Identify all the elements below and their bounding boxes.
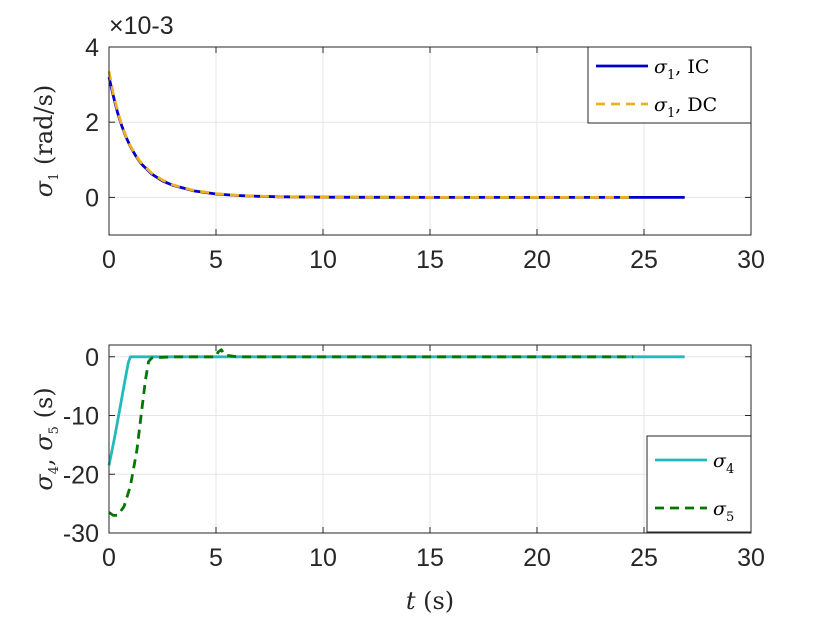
y-axis-label: σ1 (rad/s)	[30, 85, 62, 198]
x-axis-label: t (s)	[406, 587, 454, 615]
series-line-2	[108, 348, 634, 517]
x-tick-label: 15	[416, 544, 444, 572]
y-tick-label: 2	[85, 109, 99, 137]
label-subscript: 5	[47, 426, 62, 434]
y-scale-exponent: ×10-3	[109, 12, 174, 40]
label-suffix: , IC	[675, 56, 709, 78]
x-tick-label: 25	[630, 246, 658, 274]
label-subscript: 4	[47, 466, 62, 474]
x-tick-label: 10	[309, 544, 337, 572]
y-axis-label: σ4, σ5 (s)	[30, 387, 62, 490]
x-tick-label: 25	[630, 544, 658, 572]
label-separator: ,	[30, 451, 58, 466]
label-symbol: σ	[713, 498, 727, 520]
y-tick-label: 0	[85, 344, 99, 372]
label-suffix: , DC	[675, 94, 717, 116]
label-symbol: t	[406, 587, 416, 615]
legend-label-1: σ1, IC	[654, 56, 709, 83]
label-subscript: 1	[667, 106, 675, 121]
x-tick-label: 30	[737, 544, 765, 572]
label-symbol: σ	[30, 180, 58, 197]
y-tick-label: 4	[85, 34, 99, 62]
label-subscript: 4	[726, 462, 734, 477]
label-unit: (s)	[415, 587, 454, 615]
label-unit: (s)	[30, 387, 58, 426]
series-line-2	[107, 71, 634, 199]
label-symbol: σ	[30, 474, 58, 491]
x-tick-label: 5	[209, 544, 223, 572]
label-symbol: σ	[713, 450, 727, 472]
label-subscript: 5	[726, 510, 734, 525]
x-tick-label: 20	[523, 544, 551, 572]
x-tick-label: 0	[102, 246, 116, 274]
label-symbol: σ	[30, 434, 58, 451]
legend-box	[646, 435, 752, 533]
legend-label-1: σ4	[713, 450, 734, 477]
y-tick-label: 0	[85, 184, 99, 212]
y-tick-label: -10	[63, 403, 99, 431]
y-tick-label: -20	[63, 461, 99, 489]
x-tick-label: 15	[416, 246, 444, 274]
label-symbol: σ	[654, 56, 668, 78]
label-symbol: σ	[654, 94, 668, 116]
x-tick-label: 20	[523, 246, 551, 274]
x-tick-label: 0	[102, 544, 116, 572]
y-tick-label: -30	[63, 520, 99, 548]
legend-label-2: σ5	[713, 498, 734, 525]
x-tick-label: 10	[309, 246, 337, 274]
x-tick-label: 5	[209, 246, 223, 274]
label-subscript: 1	[47, 173, 62, 181]
label-unit: (rad/s)	[30, 85, 58, 173]
label-subscript: 1	[667, 68, 675, 83]
legend-label-2: σ1, DC	[654, 94, 717, 121]
legend-box	[587, 46, 752, 124]
x-tick-label: 30	[737, 246, 765, 274]
